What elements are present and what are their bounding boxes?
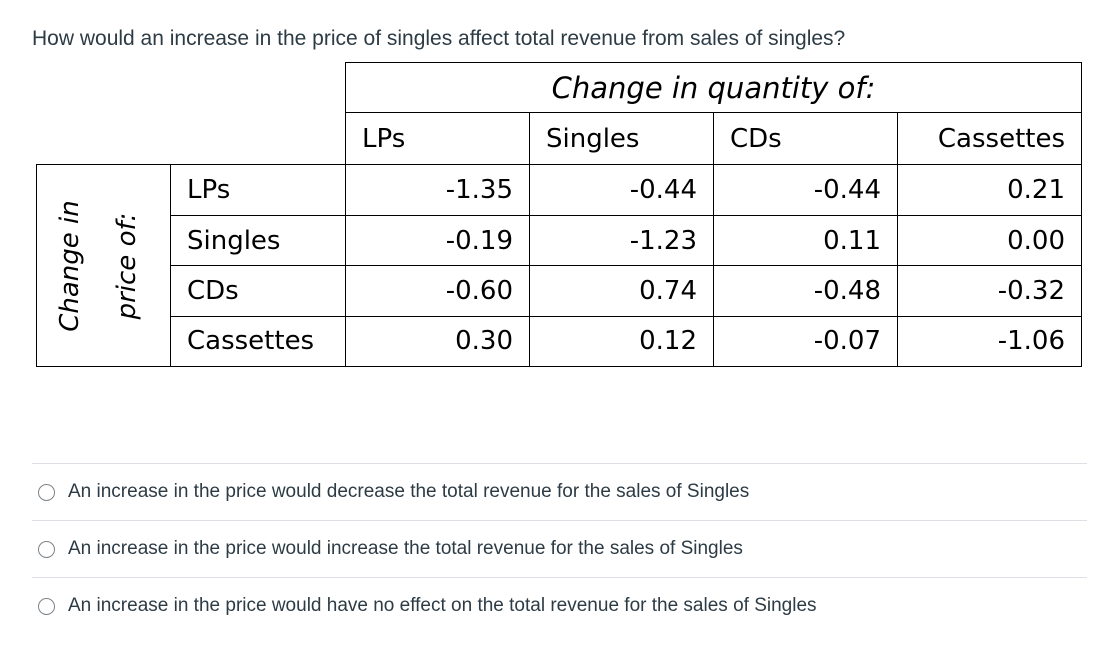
table-cell: -1.35	[345, 163, 530, 217]
table-cell: 0.30	[345, 315, 530, 368]
table-cell: 0.11	[713, 215, 898, 267]
answer-label: An increase in the price would have no e…	[68, 595, 817, 616]
column-header-lps: LPs	[345, 112, 530, 165]
elasticity-table: Change in quantity of: LPs Singles CDs C…	[36, 62, 1082, 368]
radio-button[interactable]	[38, 540, 55, 558]
answer-option-no-effect[interactable]: An increase in the price would have no e…	[32, 578, 1087, 634]
table-cell: -0.60	[345, 265, 530, 317]
radio-button[interactable]	[38, 597, 55, 615]
column-header-singles: Singles	[529, 112, 714, 165]
table-cell: -1.06	[897, 315, 1082, 368]
column-header-cds: CDs	[713, 112, 898, 165]
table-cell: 0.74	[529, 265, 714, 317]
table-cell: 0.12	[529, 315, 714, 368]
answer-label: An increase in the price would increase …	[68, 538, 743, 559]
row-label-lps: LPs	[170, 163, 346, 217]
answer-option-decrease[interactable]: An increase in the price would decrease …	[32, 464, 1087, 521]
table-cell: -0.32	[897, 265, 1082, 317]
table-cell: -0.07	[713, 315, 898, 368]
column-header-cassettes: Cassettes	[897, 112, 1082, 165]
table-cell: -0.44	[529, 163, 714, 217]
table-cell: -0.19	[345, 215, 530, 267]
answer-option-increase[interactable]: An increase in the price would increase …	[32, 521, 1087, 578]
answer-options: An increase in the price would decrease …	[32, 463, 1087, 634]
table-cell: -0.48	[713, 265, 898, 317]
table-cell: 0.00	[897, 215, 1082, 267]
table-cell: -0.44	[713, 163, 898, 217]
table-cell: 0.21	[897, 163, 1082, 217]
question-text: How would an increase in the price of si…	[32, 27, 846, 50]
side-label-cell: Change in price of:	[36, 164, 171, 367]
row-label-cassettes: Cassettes	[170, 315, 346, 368]
row-label-cds: CDs	[170, 265, 346, 317]
side-label-change-in: Change in	[55, 199, 85, 332]
radio-button[interactable]	[38, 483, 55, 501]
table-title: Change in quantity of:	[345, 62, 1082, 113]
answer-label: An increase in the price would decrease …	[68, 481, 750, 502]
side-label-price-of: price of:	[112, 212, 142, 319]
row-label-singles: Singles	[170, 215, 346, 267]
table-cell: -1.23	[529, 215, 714, 267]
